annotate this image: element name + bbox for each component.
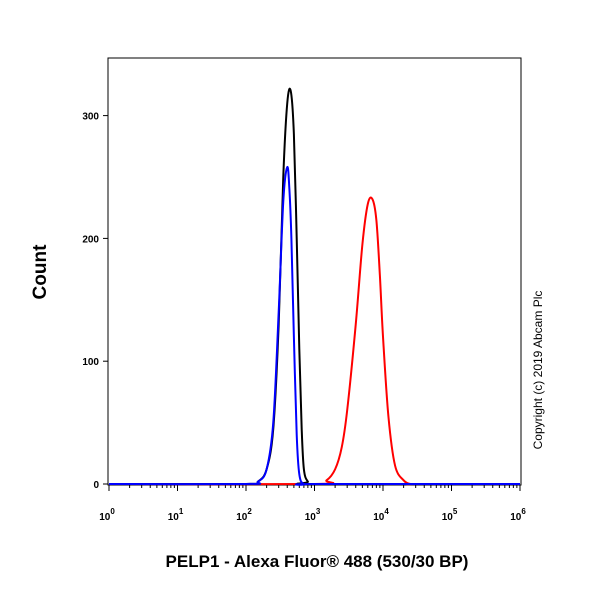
data-series bbox=[108, 87, 521, 486]
y-tick-label: 200 bbox=[82, 234, 99, 245]
x-axis-title: PELP1 - Alexa Fluor® 488 (530/30 BP) bbox=[166, 552, 469, 571]
x-tick-label: 101 bbox=[168, 507, 184, 523]
y-tick-label: 100 bbox=[82, 357, 99, 368]
x-tick-label: 100 bbox=[99, 507, 115, 523]
x-tick-label: 105 bbox=[442, 507, 458, 523]
copyright-text: Copyright (c) 2019 Abcam Plc bbox=[531, 291, 545, 450]
y-tick-label: 0 bbox=[93, 480, 99, 491]
x-tick-label: 102 bbox=[236, 507, 252, 523]
x-axis: 100 101 102 103 104 105 106 bbox=[99, 485, 526, 523]
plot-frame bbox=[107, 57, 522, 486]
black-histogram-curve bbox=[108, 87, 521, 486]
red-histogram-curve bbox=[108, 196, 520, 486]
x-tick-label: 103 bbox=[305, 507, 321, 523]
y-axis: 0 100 200 300 bbox=[82, 112, 108, 491]
blue-histogram-curve bbox=[108, 166, 520, 486]
y-axis-title: Count bbox=[30, 244, 51, 300]
x-tick-label: 104 bbox=[373, 507, 389, 523]
y-tick-label: 300 bbox=[82, 112, 99, 123]
x-tick-label: 106 bbox=[510, 507, 526, 523]
